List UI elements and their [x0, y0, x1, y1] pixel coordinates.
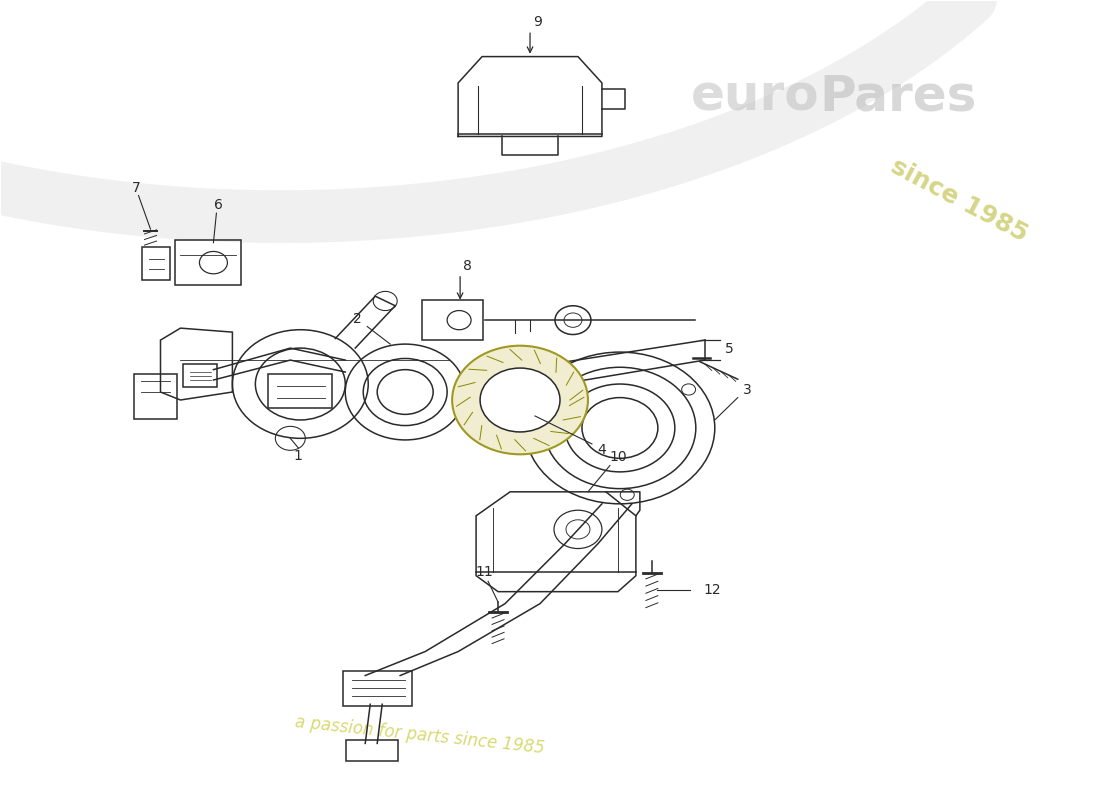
Text: 11: 11	[475, 565, 493, 578]
Text: 9: 9	[534, 15, 542, 30]
Text: 8: 8	[463, 259, 472, 273]
Text: a passion for parts since 1985: a passion for parts since 1985	[295, 714, 546, 758]
Text: 5: 5	[725, 342, 734, 356]
Text: Pares: Pares	[820, 73, 977, 121]
Text: 2: 2	[353, 311, 362, 326]
Circle shape	[452, 346, 588, 454]
Text: 7: 7	[132, 181, 141, 194]
Text: 1: 1	[294, 449, 302, 463]
Text: 4: 4	[597, 442, 606, 457]
Text: 10: 10	[609, 450, 627, 465]
Text: euro: euro	[691, 73, 820, 121]
Text: 12: 12	[704, 583, 722, 597]
Circle shape	[480, 368, 560, 432]
Text: since 1985: since 1985	[887, 154, 1032, 246]
Text: 3: 3	[744, 382, 752, 397]
Text: 6: 6	[214, 198, 223, 212]
